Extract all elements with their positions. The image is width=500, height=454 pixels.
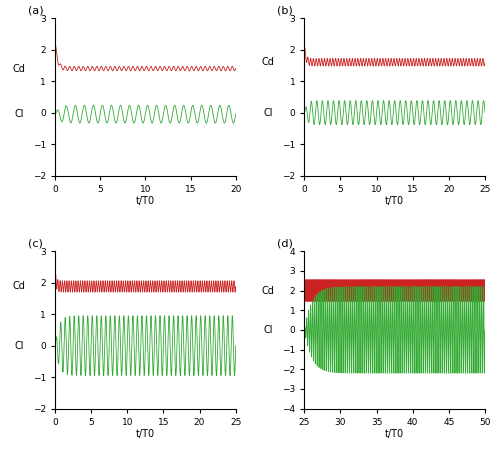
X-axis label: t/T0: t/T0 xyxy=(385,197,404,207)
Text: Cl: Cl xyxy=(14,340,24,350)
Text: Cd: Cd xyxy=(12,281,26,291)
Text: Cd: Cd xyxy=(262,286,274,296)
X-axis label: t/T0: t/T0 xyxy=(385,429,404,439)
Text: Cl: Cl xyxy=(264,108,273,118)
Text: Cl: Cl xyxy=(14,109,24,119)
Text: Cl: Cl xyxy=(264,325,273,335)
Text: Cd: Cd xyxy=(12,64,26,74)
Text: (b): (b) xyxy=(277,5,293,15)
X-axis label: t/T0: t/T0 xyxy=(136,197,155,207)
Text: (c): (c) xyxy=(28,238,43,248)
X-axis label: t/T0: t/T0 xyxy=(136,429,155,439)
Text: (a): (a) xyxy=(28,5,44,15)
Text: (d): (d) xyxy=(277,238,293,248)
Text: Cd: Cd xyxy=(262,57,274,67)
